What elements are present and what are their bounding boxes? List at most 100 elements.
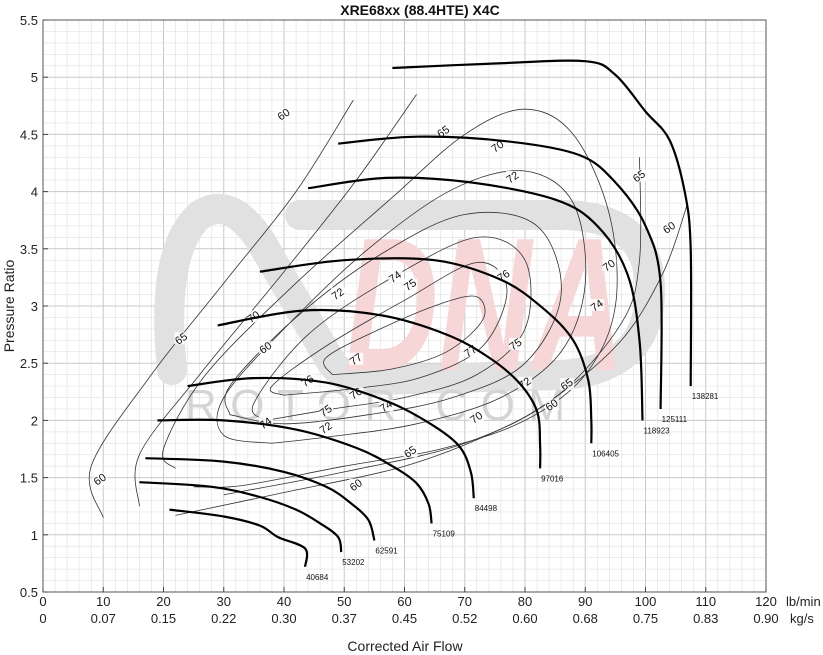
efficiency-label: 75 (402, 277, 419, 294)
efficiency-label: 72 (330, 286, 347, 303)
speed-line-138281 (392, 59, 693, 387)
x-tick-label-primary: 30 (217, 594, 231, 609)
efficiency-label: 70 (601, 258, 618, 275)
efficiency-label: 65 (631, 168, 648, 185)
efficiency-contour-60 (88, 99, 354, 518)
y-tick-label: 4.5 (20, 127, 38, 142)
efficiency-label-bg (331, 287, 346, 300)
y-tick-label: 2 (31, 413, 38, 428)
x-tick-label-primary: 20 (156, 594, 170, 609)
speed-line-125111 (338, 135, 663, 410)
efficiency-label-bg (469, 411, 484, 424)
efficiency-label: 75 (508, 336, 525, 353)
efficiency-label: 70 (468, 410, 485, 427)
efficiency-label-bg (319, 421, 334, 434)
x-tick-label-secondary: 0.60 (512, 611, 537, 626)
speed-line-84498 (187, 376, 475, 499)
efficiency-label: 72 (517, 375, 534, 392)
efficiency-label: 76 (300, 373, 317, 390)
x-axis-label: Corrected Air Flow (347, 638, 463, 654)
efficiency-label-bg (505, 170, 520, 183)
x-tick-label-primary: 90 (578, 594, 592, 609)
speed-line-label: 106405 (592, 449, 619, 458)
speed-line-label: 118923 (643, 426, 670, 435)
efficiency-contour-76 (269, 262, 508, 396)
efficiency-label: 60 (276, 107, 293, 124)
efficiency-label-bg (560, 377, 575, 390)
x-tick-label-secondary: 0.83 (693, 611, 718, 626)
efficiency-label-bg (93, 472, 108, 485)
efficiency-contour-74 (224, 211, 562, 425)
efficiency-contour-70 (162, 108, 618, 488)
x-tick-label-primary: 110 (695, 594, 716, 609)
x-tick-label-primary: 70 (458, 594, 472, 609)
efficiency-label-bg (174, 332, 189, 345)
y-axis-label: Pressure Ratio (1, 259, 17, 352)
efficiency-label-bg (349, 352, 364, 365)
speed-line-106405 (259, 257, 593, 444)
y-tick-label: 3.5 (20, 242, 38, 257)
speed-line-label: 75109 (433, 529, 456, 538)
y-tick-label: 5 (31, 70, 38, 85)
speed-line-62591 (145, 457, 376, 541)
efficiency-label-bg (277, 107, 291, 120)
x-tick-label-secondary: 0.68 (573, 611, 598, 626)
efficiency-label: 60 (661, 220, 678, 237)
x-tick-label-primary: 120 (755, 594, 777, 609)
speed-line-118923 (307, 176, 644, 421)
efficiency-label: 60 (257, 340, 274, 357)
efficiency-label-bg (662, 221, 677, 234)
watermark-logo: DNA R O T O R . C O M (154, 193, 666, 430)
x-tick-label-secondary: 0.75 (633, 611, 658, 626)
efficiency-label-bg (436, 125, 451, 138)
efficiency-label: 65 (559, 377, 576, 394)
y-tick-label: 4 (31, 185, 38, 200)
speed-line-label: 40684 (306, 573, 329, 582)
x-tick-label-secondary: 0.22 (211, 611, 236, 626)
x-tick-label-primary: 10 (96, 594, 110, 609)
efficiency-label: 74 (387, 269, 404, 286)
x-tick-label-primary: 100 (635, 594, 657, 609)
y-tick-label: 0.5 (20, 585, 38, 600)
x-tick-label-secondary: 0.90 (753, 611, 778, 626)
efficiency-contour-72 (216, 170, 587, 444)
efficiency-label: 72 (504, 169, 521, 186)
x-tick-label-primary: 50 (337, 594, 351, 609)
x-axis-ticks: 0 0 10 0.07 20 0.15 30 0.22 40 0.30 50 0.37 60 0.45 70… (39, 587, 779, 626)
y-tick-label: 5.5 (20, 13, 38, 28)
x-unit-primary: lb/min (786, 594, 821, 609)
x-tick-label-primary: 40 (277, 594, 291, 609)
efficiency-label: 60 (92, 471, 109, 488)
efficiency-label-bg (490, 139, 505, 152)
x-tick-label-secondary: 0 (39, 611, 46, 626)
efficiency-label-bg (403, 445, 418, 458)
efficiency-label: 70 (489, 139, 506, 156)
speed-line-label: 138281 (692, 392, 719, 401)
efficiency-label: 65 (173, 331, 190, 348)
efficiency-labels: 60 60606060606565656565707070707272727274… (92, 107, 678, 495)
efficiency-label: 74 (589, 298, 606, 315)
watermark-brand: DNA (345, 199, 625, 411)
x-tick-label-primary: 80 (518, 594, 532, 609)
speed-line-97016 (217, 308, 542, 469)
speed-line-label: 53202 (342, 558, 365, 567)
watermark-swoosh (154, 193, 666, 396)
y-axis-ticks: 0.5 1 1.5 2 2.5 3 3.5 4 4.5 5 5.5 (20, 13, 48, 600)
efficiency-label-bg (632, 169, 647, 182)
speed-line-label: 62591 (375, 547, 398, 556)
x-tick-label-secondary: 0.15 (151, 611, 176, 626)
y-tick-label: 1.5 (20, 471, 38, 486)
efficiency-label-bg (319, 404, 334, 417)
efficiency-label-bg (388, 270, 403, 283)
x-tick-label-secondary: 0.30 (271, 611, 296, 626)
x-tick-label-primary: 0 (39, 594, 46, 609)
x-tick-label-secondary: 0.07 (91, 611, 116, 626)
x-tick-label-primary: 60 (397, 594, 411, 609)
efficiency-label: 65 (402, 444, 419, 461)
efficiency-label: 60 (348, 477, 365, 494)
chart-title: XRE68xx (88.4HTE) X4C (340, 2, 500, 18)
speed-line-label: 97016 (541, 474, 564, 483)
efficiency-label-bg (496, 269, 511, 282)
speed-line-75109 (157, 418, 433, 524)
